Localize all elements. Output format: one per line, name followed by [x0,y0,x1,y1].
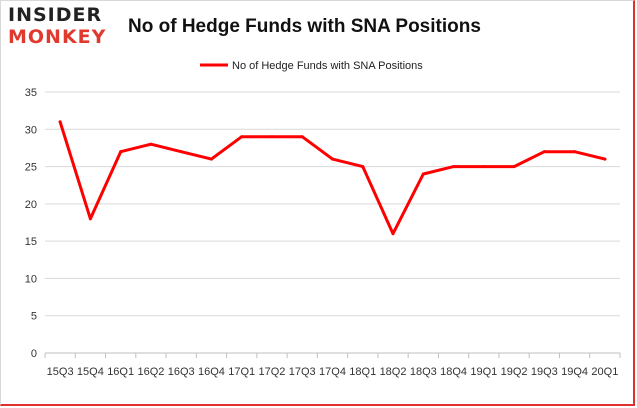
x-tick-label: 19Q3 [531,366,558,378]
x-tick-label: 17Q3 [289,366,316,378]
x-tick-label: 18Q4 [440,366,467,378]
legend-label: No of Hedge Funds with SNA Positions [232,60,423,72]
grid-lines [45,91,620,354]
data-point [452,165,456,169]
x-tick-label: 19Q4 [561,366,588,378]
data-point [603,157,607,161]
data-point [58,120,62,124]
data-point [542,150,546,154]
x-tick-label: 16Q2 [137,366,164,378]
x-tick-label: 16Q3 [168,366,195,378]
logo-line-2: MONKEY [8,26,107,48]
data-point [482,165,486,169]
data-point [391,232,395,236]
chart-title: No of Hedge Funds with SNA Positions [128,16,481,37]
data-point [573,150,577,154]
x-tick-label: 19Q1 [470,366,497,378]
legend: No of Hedge Funds with SNA Positions [200,60,423,72]
x-tick-label: 18Q3 [410,366,437,378]
data-point [209,157,213,161]
x-tick-label: 18Q2 [380,366,407,378]
data-point [149,142,153,146]
x-tick-label: 20Q1 [591,366,618,378]
y-tick-label: 5 [31,311,37,323]
data-point [179,150,183,154]
x-axis-ticks: 15Q3 15Q4 16Q1 16Q2 16Q3 16Q4 17Q1 17Q2 17Q3 17Q4… [44,353,621,378]
x-tick-label: 19Q2 [501,366,528,378]
data-point [88,217,92,221]
x-tick-label: 18Q1 [349,366,376,378]
series-line-0 [58,120,607,236]
x-tick-label: 15Q4 [77,366,104,378]
data-point [361,165,365,169]
y-tick-label: 35 [25,87,37,99]
x-tick-label: 17Q2 [259,366,286,378]
x-tick-label: 15Q3 [47,366,74,378]
insider-monkey-logo: INSIDER MONKEY [8,6,118,50]
y-tick-label: 15 [25,236,37,248]
data-point [240,135,244,139]
x-tick-label: 16Q4 [198,366,225,378]
y-tick-label: 10 [25,273,37,285]
y-tick-label: 0 [31,348,37,360]
data-point [421,172,425,176]
data-point [300,135,304,139]
y-tick-label: 30 [25,124,37,136]
x-tick-label: 17Q1 [228,366,255,378]
x-tick-label: 17Q4 [319,366,346,378]
data-point [331,157,334,161]
data-point [119,150,123,154]
data-point [512,165,516,169]
y-tick-label: 20 [25,199,37,211]
y-tick-label: 25 [25,162,37,174]
x-tick-label: 16Q1 [107,366,134,378]
logo-line-1: INSIDER [8,4,103,26]
data-point [270,135,274,139]
series-lines [58,120,607,236]
y-axis-ticks: 0 5 10 15 20 25 30 35 [25,87,37,360]
